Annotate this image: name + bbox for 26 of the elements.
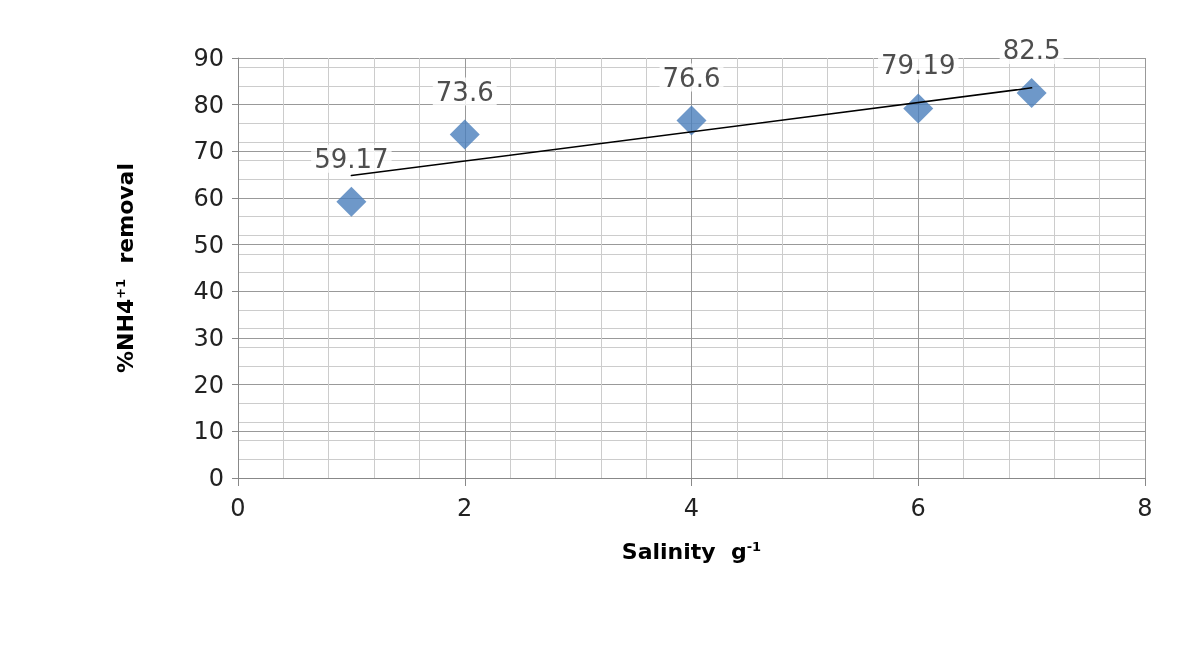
y-tick-label: 10 <box>193 417 224 446</box>
y-axis-title: %NH4+1 removal <box>112 163 138 373</box>
point <box>449 119 480 150</box>
y-tick-label: 0 <box>208 464 224 492</box>
data-label: 73.6 <box>435 76 494 107</box>
y-tick-label: 30 <box>193 324 224 352</box>
y-tick-label: 20 <box>193 370 224 399</box>
y-tick-label: 40 <box>193 277 224 306</box>
point <box>676 105 707 136</box>
point <box>903 93 934 124</box>
y-tick-label: 90 <box>193 44 224 72</box>
x-tick-label: 2 <box>457 494 473 522</box>
data-label: 59.17 <box>314 143 389 174</box>
data-label: 82.5 <box>1002 35 1061 65</box>
x-tick-label: 4 <box>683 494 700 522</box>
point <box>336 186 367 217</box>
data-label: 79.19 <box>881 50 956 81</box>
point <box>1016 78 1047 108</box>
y-tick-label: 70 <box>193 137 224 166</box>
y-tick-label: 80 <box>193 90 224 119</box>
data-label: 76.6 <box>662 62 721 93</box>
x-tick-label: 8 <box>1137 494 1153 522</box>
y-tick-label: 60 <box>193 184 224 212</box>
y-tick-label: 50 <box>193 230 224 259</box>
x-tick-label: 0 <box>230 494 246 522</box>
x-tick-label: 6 <box>910 494 926 522</box>
